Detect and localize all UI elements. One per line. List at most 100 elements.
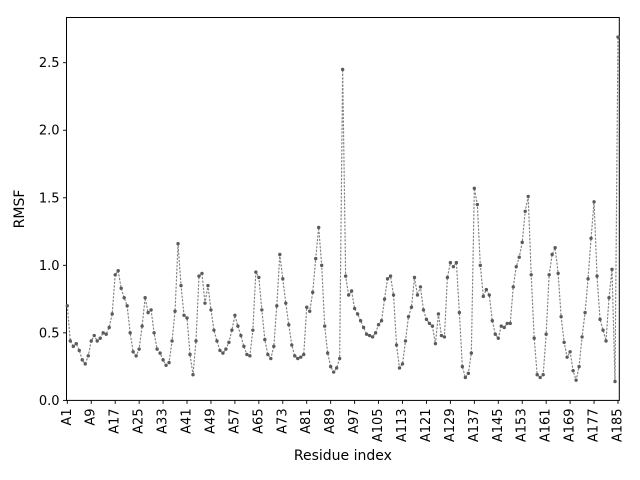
data-point xyxy=(287,323,291,327)
data-point xyxy=(218,348,222,353)
data-point xyxy=(442,335,447,339)
data-point xyxy=(538,375,542,380)
data-point xyxy=(562,340,566,345)
x-tick-label: A73 xyxy=(275,408,290,433)
data-point xyxy=(565,355,569,359)
data-point xyxy=(328,364,333,369)
data-point xyxy=(272,344,276,349)
data-point xyxy=(337,356,342,361)
data-point xyxy=(448,260,453,265)
data-point xyxy=(305,305,309,309)
data-point xyxy=(203,301,207,305)
data-point xyxy=(137,347,141,351)
data-point xyxy=(236,324,240,328)
data-point xyxy=(152,331,156,335)
data-point xyxy=(71,344,75,349)
data-point xyxy=(209,308,213,312)
data-point xyxy=(616,35,620,39)
data-point xyxy=(598,317,602,322)
data-point xyxy=(224,347,228,351)
data-point xyxy=(454,260,459,265)
data-point xyxy=(293,354,297,358)
x-tick-label: A153 xyxy=(515,408,530,442)
data-point xyxy=(80,358,84,362)
data-point xyxy=(161,358,165,362)
data-point xyxy=(92,333,96,338)
data-point xyxy=(463,375,468,380)
data-point xyxy=(610,267,614,272)
data-point xyxy=(364,332,369,336)
data-point xyxy=(595,274,599,278)
x-tick-label: A129 xyxy=(443,408,458,442)
x-tick-label: A65 xyxy=(251,408,266,433)
data-point xyxy=(514,264,518,269)
data-point xyxy=(373,331,378,335)
data-point xyxy=(385,277,390,281)
data-point xyxy=(601,328,605,332)
data-point xyxy=(68,339,72,343)
data-point xyxy=(296,356,300,361)
data-point xyxy=(299,355,303,359)
y-tick-label: 0.5 xyxy=(39,326,60,341)
x-tick-label: A97 xyxy=(347,408,362,433)
data-point xyxy=(278,252,282,257)
data-point xyxy=(257,275,261,280)
data-point xyxy=(266,352,270,357)
data-point xyxy=(523,209,527,213)
data-point xyxy=(403,339,408,343)
data-point xyxy=(427,321,432,326)
data-point xyxy=(284,301,288,305)
data-point xyxy=(179,283,183,288)
data-point xyxy=(182,313,186,317)
data-point xyxy=(170,339,174,343)
data-point xyxy=(541,373,545,377)
data-point xyxy=(511,285,515,289)
data-point xyxy=(505,321,509,326)
x-tick-label: A113 xyxy=(395,408,410,442)
data-point xyxy=(388,274,393,278)
data-point xyxy=(400,362,405,366)
data-point xyxy=(568,350,572,354)
data-point xyxy=(478,263,483,268)
x-tick-label: A185 xyxy=(610,408,625,442)
data-point xyxy=(397,366,402,370)
data-point xyxy=(481,294,486,299)
data-point xyxy=(65,304,70,308)
data-point xyxy=(577,364,581,369)
data-point xyxy=(412,275,417,280)
data-point xyxy=(406,314,411,319)
data-point xyxy=(553,246,557,250)
x-tick-label: A17 xyxy=(108,408,123,433)
data-point xyxy=(281,277,285,281)
data-point xyxy=(580,335,584,339)
data-point xyxy=(158,351,162,355)
data-point xyxy=(212,328,216,332)
x-tick-label: A9 xyxy=(84,408,99,425)
data-point xyxy=(484,287,489,292)
data-point xyxy=(128,331,132,335)
data-point xyxy=(308,309,312,313)
data-point xyxy=(98,336,102,340)
data-point xyxy=(469,351,474,355)
data-point xyxy=(457,310,462,315)
x-axis-label: Residue index xyxy=(294,448,392,464)
data-point xyxy=(502,325,506,330)
data-point xyxy=(421,308,426,312)
data-point xyxy=(535,373,539,377)
data-point xyxy=(143,296,147,300)
data-point xyxy=(74,341,78,346)
data-point xyxy=(302,352,306,357)
data-point xyxy=(113,273,117,277)
data-point xyxy=(185,316,189,320)
data-point xyxy=(472,186,477,191)
data-point xyxy=(116,269,120,273)
data-point xyxy=(239,333,243,338)
data-point xyxy=(260,308,264,312)
data-point xyxy=(233,313,237,317)
data-point xyxy=(107,325,111,330)
x-tick-label: A145 xyxy=(491,408,506,442)
data-point xyxy=(89,339,93,343)
data-point xyxy=(493,332,497,336)
data-point xyxy=(391,293,396,297)
